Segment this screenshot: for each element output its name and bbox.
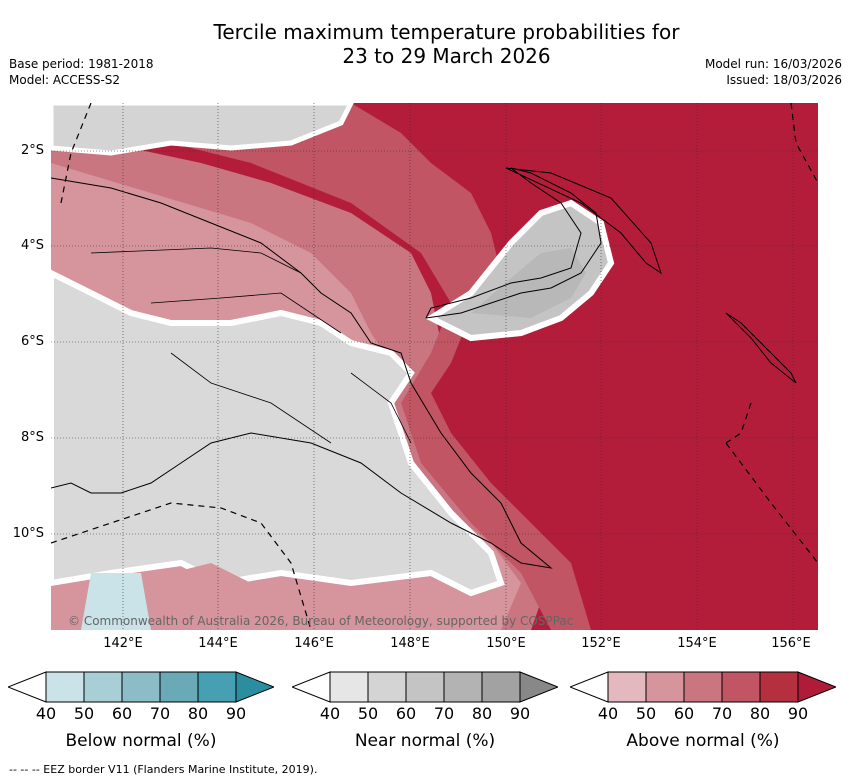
map-title: Tercile maximum temperature probabilitie…: [0, 20, 850, 68]
colorbar-below-tick: 60: [111, 704, 133, 723]
colorbar-near-extend-high: [519, 671, 558, 703]
colorbar-above-tick: 60: [673, 704, 695, 723]
colorbar-below-extend-high: [235, 671, 274, 703]
colorbar-above-segment: [721, 671, 761, 703]
colorbar-below-tick: 50: [73, 704, 95, 723]
colorbar-near-tick: 90: [509, 704, 531, 723]
model-run: Model run: 16/03/2026: [704, 57, 842, 71]
colorbar-above-segment: [607, 671, 647, 703]
copyright-notice: © Commonwealth of Australia 2026, Bureau…: [68, 614, 574, 628]
lon-label-150e: 150°E: [486, 636, 526, 651]
colorbar-label-below: Below normal (%): [65, 731, 217, 751]
eez-border-east: [725, 103, 818, 564]
coastline-new-britain: [425, 167, 602, 319]
issued-date: Issued: 18/03/2026: [726, 73, 842, 87]
colorbar-near-extend-low: [292, 671, 331, 703]
colorbar-above-extend-high: [797, 671, 836, 703]
colorbar-above-tick: 80: [749, 704, 771, 723]
title-line-1: Tercile maximum temperature probabilitie…: [213, 20, 680, 44]
coastline-new-guinea: [51, 177, 553, 569]
colorbar-above-segment: [683, 671, 723, 703]
eez-border-west: [51, 103, 312, 630]
colorbar-below-tick: 80: [187, 704, 209, 723]
colorbar-above-normal: [570, 671, 836, 703]
lat-label-10s: 10°S: [12, 526, 44, 541]
below-normal-zone: [81, 573, 151, 630]
colorbar-near-segment: [443, 671, 483, 703]
colorbar-near-tick: 80: [471, 704, 493, 723]
lat-label-2s: 2°S: [20, 143, 44, 158]
colorbar-above-tick: 70: [711, 704, 733, 723]
colorbar-near-segment: [405, 671, 445, 703]
colorbar-below-extend-low: [8, 671, 47, 703]
colorbar-above-segment: [645, 671, 685, 703]
lon-label-144e: 144°E: [198, 636, 238, 651]
lon-label-152e: 152°E: [581, 636, 621, 651]
colorbar-above-tick: 40: [597, 704, 619, 723]
provincial-borders: [90, 247, 412, 444]
colorbar-below-tick: 40: [35, 704, 57, 723]
colorbar-near-segment: [481, 671, 521, 703]
lon-label-146e: 146°E: [294, 636, 334, 651]
colorbar-above-extend-low: [570, 671, 609, 703]
lon-label-142e: 142°E: [103, 636, 143, 651]
colorbar-below-normal: [8, 671, 274, 703]
lon-label-154e: 154°E: [677, 636, 717, 651]
probability-map: [51, 103, 818, 630]
lon-label-148e: 148°E: [390, 636, 430, 651]
near-normal-top-zone: [51, 103, 354, 156]
colorbar-near-tick: 50: [357, 704, 379, 723]
colorbar-near-tick: 40: [319, 704, 341, 723]
colorbar-below-segment: [159, 671, 199, 703]
colorbar-below-tick: 90: [225, 704, 247, 723]
above-normal-80-zone: [51, 103, 591, 630]
colorbar-label-above: Above normal (%): [626, 731, 780, 751]
colorbar-above-tick: 90: [787, 704, 809, 723]
colorbar-near-tick: 60: [395, 704, 417, 723]
meta-left: Base period: 1981-2018 Model: ACCESS-S2: [9, 56, 154, 88]
coastline-new-ireland: [505, 167, 662, 275]
colorbar-near-segment: [329, 671, 369, 703]
colorbar-below-tick: 70: [149, 704, 171, 723]
colorbar-above-segment: [759, 671, 799, 703]
meta-right: Model run: 16/03/2026 Issued: 18/03/2026: [705, 56, 842, 88]
colorbar-below-segment: [197, 671, 237, 703]
lon-label-156e: 156°E: [771, 636, 811, 651]
lat-label-8s: 8°S: [20, 430, 44, 445]
eez-footer-note: -- -- -- EEZ border V11 (Flanders Marine…: [9, 763, 318, 776]
colorbar-below-segment: [45, 671, 85, 703]
colorbar-near-tick: 70: [433, 704, 455, 723]
lat-label-4s: 4°S: [20, 238, 44, 253]
colorbar-above-tick: 50: [635, 704, 657, 723]
colorbar-label-near: Near normal (%): [354, 731, 496, 751]
title-line-2: 23 to 29 March 2026: [342, 44, 551, 68]
coastline-bougainville: [725, 312, 797, 384]
base-period: Base period: 1981-2018: [9, 57, 154, 71]
colorbar-near-segment: [367, 671, 407, 703]
gridlines: [51, 103, 818, 630]
lat-label-6s: 6°S: [20, 334, 44, 349]
colorbar-near-normal: [292, 671, 558, 703]
colorbar-below-segment: [121, 671, 161, 703]
model-name: Model: ACCESS-S2: [9, 73, 121, 87]
colorbar-below-segment: [83, 671, 123, 703]
